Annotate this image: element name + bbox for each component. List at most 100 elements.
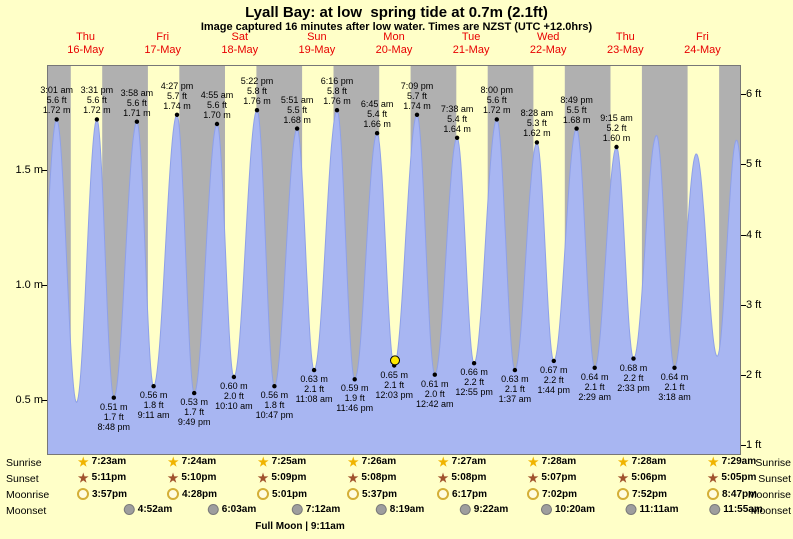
y-axis-left-tick [42, 400, 47, 401]
moonrise-icon [526, 488, 539, 500]
high-tide-dot [294, 126, 300, 131]
moonrise-icon [346, 488, 359, 500]
high-tide-dot [334, 108, 340, 113]
sunset-time: 5:11pm [91, 472, 127, 483]
high-tide-dot [134, 119, 140, 124]
low-tide-dot [592, 365, 597, 370]
sunset-entry: ★ 5:09pm [257, 470, 307, 485]
sunrise-entry: ★ 7:28am [618, 456, 666, 468]
day-header-dow: Thu [76, 31, 96, 43]
moonrise-time: 7:02pm [541, 488, 578, 500]
low-tide-dot [631, 356, 636, 361]
y-axis-right-tick [741, 164, 746, 166]
day-header-date: 20-May [375, 44, 413, 56]
y-axis-left-tick [42, 170, 47, 171]
low-tide-dot [551, 358, 556, 364]
sunset-icon: ★ [257, 470, 269, 485]
high-tide-dot [54, 117, 59, 122]
y-axis-right-label: 5 ft [746, 158, 762, 171]
y-axis-right-tick [741, 94, 746, 96]
sunset-time: 5:05pm [721, 472, 757, 483]
moonrise-entry: 6:17pm [436, 488, 487, 500]
moonset-entry: 10:20am [540, 504, 596, 515]
moonset-time: 4:52am [137, 504, 173, 515]
y-axis-right-label: 4 ft [746, 228, 762, 241]
y-axis-left-label: 1.0 m [15, 279, 43, 291]
low-tide-dot [151, 384, 156, 389]
sunrise-row-label-right: Sunrise [755, 457, 791, 469]
sunset-time: 5:08pm [361, 472, 397, 483]
moonset-icon [709, 504, 721, 515]
sunrise-icon: ★ [437, 454, 449, 469]
sunrise-entry: ★ 7:24am [167, 454, 216, 469]
low-tide-dot [311, 367, 317, 373]
y-axis-right-tick [741, 444, 746, 446]
sunset-icon: ★ [437, 470, 449, 485]
sunset-time: 5:09pm [271, 472, 307, 483]
tide-chart-canvas [46, 65, 742, 455]
sunrise-entry: ★ 7:25am [258, 456, 306, 468]
tide-area [47, 110, 741, 455]
sunrise-icon: ★ [167, 454, 179, 469]
moonrise-icon [616, 488, 629, 500]
day-header-date: 17-May [144, 44, 181, 56]
day-header-date: 23-May [606, 44, 644, 56]
low-tide-dot [512, 367, 518, 373]
moonset-time: 6:03am [221, 504, 257, 515]
high-tide-dot [494, 117, 499, 122]
moonset-time: 11:11am [639, 504, 679, 515]
moonset-entry: 8:19am [375, 504, 425, 515]
sunset-entry: ★ 5:06pm [617, 470, 667, 485]
day-header-dow: Sun [307, 31, 327, 43]
sunset-time: 5:06pm [631, 472, 667, 483]
sunrise-entry: ★ 7:27am [437, 454, 487, 469]
sunrise-time: 7:23am [91, 456, 127, 467]
sunrise-icon: ★ [527, 454, 539, 469]
sunset-entry: ★ 5:08pm [437, 470, 487, 485]
sunset-row-label-left: Sunset [6, 473, 39, 485]
sunset-icon: ★ [617, 470, 629, 485]
moonset-entry: 11:55am [709, 504, 763, 515]
low-tide-dot [352, 377, 357, 382]
day-header-dow: Mon [383, 31, 405, 43]
moonrise-row-label-left: Moonrise [6, 489, 50, 501]
moonrise-time: 8:47pm [721, 488, 758, 500]
moonrise-entry: 7:52pm [616, 488, 667, 500]
sunset-icon: ★ [347, 470, 359, 485]
sunrise-row-label-left: Sunrise [6, 457, 42, 469]
moonset-icon [625, 504, 637, 515]
sunset-entry: ★ 5:07pm [527, 470, 577, 485]
moonset-icon [375, 504, 387, 515]
day-header-dow: Thu [615, 31, 635, 43]
moonset-row-label-right: Moonset [750, 505, 791, 517]
tide-chart: 3:01 am 5.6 ft 1.72 m 3:31 pm 5.6 ft 1.72 m 3:… [40, 65, 742, 455]
sunrise-entry: ★ 7:23am [77, 454, 127, 469]
moonrise-entry: 5:37pm [346, 488, 398, 500]
low-tide-dot [231, 374, 237, 380]
day-header-dow: Wed [537, 31, 560, 43]
low-tide-dot [272, 384, 277, 389]
moonrise-time: 5:37pm [361, 488, 398, 500]
y-axis-right-label: 3 ft [746, 298, 762, 311]
sunset-icon: ★ [527, 470, 539, 485]
high-tide-dot [454, 135, 460, 140]
sunrise-icon: ★ [77, 454, 89, 469]
page-subtitle: Image captured 16 minutes after low wate… [200, 21, 593, 33]
sunrise-entry: ★ 7:29am [708, 456, 756, 468]
sunrise-time: 7:27am [451, 456, 487, 467]
high-tide-dot [614, 144, 619, 150]
moonset-time: 10:20am [554, 504, 596, 515]
current-time-marker [390, 355, 400, 366]
moonset-time: 8:19am [389, 504, 425, 515]
moonrise-entry: 8:47pm [706, 488, 758, 500]
moonset-time: 9:22am [473, 504, 509, 515]
high-tide-dot [254, 108, 260, 113]
high-tide-dot [534, 140, 540, 145]
y-axis-right-tick [741, 304, 746, 306]
moonrise-icon [436, 488, 449, 500]
sunrise-time: 7:26am [361, 456, 397, 467]
low-tide-dot [471, 361, 477, 366]
moonset-icon [123, 504, 135, 515]
moonrise-entry: 3:57pm [76, 488, 127, 500]
